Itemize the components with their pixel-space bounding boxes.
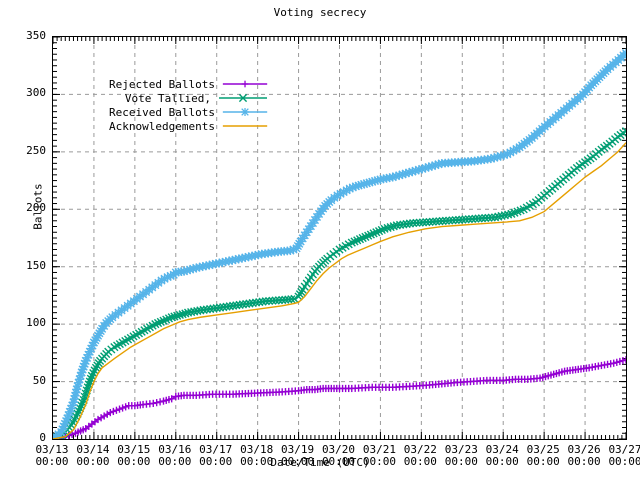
x-tick-label: 03/25 00:00: [513, 444, 573, 468]
y-tick-label: 250: [26, 143, 46, 157]
chart-canvas: [53, 37, 626, 439]
x-tick-date: 03/18: [240, 443, 274, 456]
x-tick-label: 03/22 00:00: [390, 444, 450, 468]
x-tick-time: 00:00: [485, 455, 519, 468]
x-tick-date: 03/22: [403, 443, 437, 456]
x-tick-time: 00:00: [240, 455, 274, 468]
y-tick-label: 0: [39, 431, 46, 444]
x-tick-label: 03/27 00:00: [595, 444, 640, 468]
legend-entry-0: Rejected Ballots: [109, 77, 269, 91]
x-tick-date: 03/26: [567, 443, 601, 456]
x-tick-label: 03/20 00:00: [309, 444, 369, 468]
y-tick-label: 200: [26, 201, 46, 215]
data-series: [53, 48, 626, 439]
legend-sample-star-marker: [222, 108, 268, 116]
x-tick-time: 00:00: [76, 455, 110, 468]
series-1: [53, 127, 626, 439]
legend-entry-2: Received Ballots: [109, 105, 269, 119]
x-tick-time: 00:00: [403, 455, 437, 468]
legend-entry-1: Vote Tallied,: [109, 91, 269, 105]
x-tick-label: 03/23 00:00: [431, 444, 491, 468]
x-tick-date: 03/17: [199, 443, 233, 456]
legend-label: Received Ballots: [109, 105, 215, 119]
x-tick-label: 03/21 00:00: [349, 444, 409, 468]
plot-area: Rejected Ballots Vote Tallied, Received Ba…: [52, 36, 627, 440]
chart-title: Voting secrecy: [273, 6, 367, 19]
grid-lines: [53, 37, 626, 439]
series-0: [53, 356, 626, 439]
x-tick-date: 03/21: [362, 443, 396, 456]
x-axis-title: Date/Time (UTC): [270, 456, 370, 469]
x-tick-label: 03/24 00:00: [472, 444, 532, 468]
x-tick-time: 00:00: [35, 455, 69, 468]
x-tick-time: 00:00: [526, 455, 560, 468]
x-tick-date: 03/15: [117, 443, 151, 456]
x-tick-time: 00:00: [444, 455, 478, 468]
chart-legend: Rejected Ballots Vote Tallied, Received Ba…: [109, 77, 269, 133]
x-tick-label: 03/14 00:00: [63, 444, 123, 468]
x-tick-time: 00:00: [608, 455, 640, 468]
y-tick-label: 300: [26, 86, 46, 100]
x-tick-time: 00:00: [199, 455, 233, 468]
x-tick-date: 03/20: [321, 443, 356, 456]
legend-entry-3: Acknowledgements: [109, 119, 269, 133]
legend-label: Acknowledgements: [109, 119, 215, 133]
legend-label: Rejected Ballots: [109, 77, 215, 91]
x-tick-label: 03/19 00:00: [268, 444, 328, 468]
legend-sample-x-marker: [219, 93, 267, 103]
x-tick-label: 03/13 00:00: [22, 444, 82, 468]
x-tick-time: 00:00: [321, 455, 356, 468]
x-tick-label: 03/17 00:00: [186, 444, 246, 468]
x-tick-date: 03/14: [76, 443, 110, 456]
x-tick-label: 03/26 00:00: [554, 444, 614, 468]
x-tick-time: 00:00: [158, 455, 192, 468]
legend-sample-plus-marker: [222, 80, 268, 88]
x-tick-label: 03/15 00:00: [104, 444, 164, 468]
x-tick-time: 00:00: [117, 455, 151, 468]
x-tick-time: 00:00: [567, 455, 601, 468]
x-tick-date: 03/27: [608, 443, 640, 456]
x-tick-date: 03/24: [485, 443, 519, 456]
x-tick-date: 03/13: [35, 443, 69, 456]
series-3: [53, 142, 626, 439]
legend-label: Vote Tallied,: [124, 91, 211, 105]
y-tick-label: 100: [26, 316, 46, 330]
legend-sample-line: [222, 125, 268, 127]
x-tick-date: 03/23: [444, 443, 478, 456]
y-tick-label: 50: [32, 373, 46, 387]
y-tick-label: 150: [26, 258, 46, 272]
x-tick-date: 03/19: [281, 443, 315, 456]
x-tick-time: 00:00: [281, 455, 315, 468]
x-tick-label: 03/16 00:00: [145, 444, 205, 468]
y-tick-label: 350: [26, 29, 46, 42]
x-tick-date: 03/16: [158, 443, 192, 456]
x-tick-label: 03/18 00:00: [227, 444, 287, 468]
x-tick-time: 00:00: [362, 455, 396, 468]
series-2: [53, 48, 626, 439]
x-tick-date: 03/25: [526, 443, 560, 456]
